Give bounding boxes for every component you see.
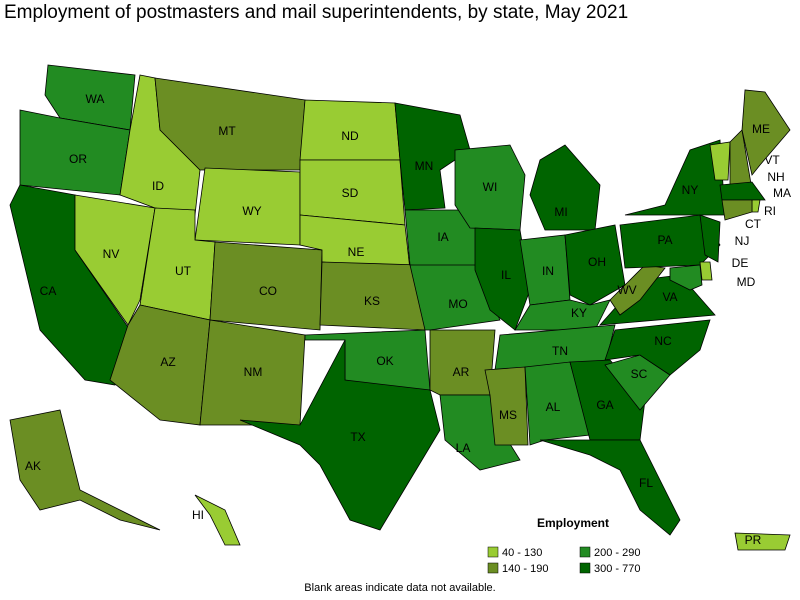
state-label: WV [617, 283, 636, 297]
legend-swatch [579, 546, 591, 558]
state [734, 532, 791, 551]
state-label: NE [348, 245, 365, 259]
legend-title: Employment [537, 516, 609, 530]
state [604, 319, 711, 376]
state-label: NY [682, 183, 699, 197]
legend-label: 140 - 190 [502, 563, 548, 575]
state-label: SC [631, 367, 648, 381]
state [699, 214, 721, 263]
state-label: FL [639, 476, 653, 490]
state [624, 139, 726, 216]
state-label: ND [341, 129, 359, 143]
state-label: VA [662, 290, 677, 304]
state [239, 339, 441, 531]
state-label: SD [342, 186, 359, 200]
state-label: AL [546, 400, 561, 414]
state-label: MA [773, 186, 791, 200]
legend-label: 40 - 130 [502, 547, 542, 559]
state-label: WA [86, 92, 105, 106]
state-label: GA [596, 398, 613, 412]
legend-swatch [579, 562, 591, 574]
state [194, 494, 241, 546]
state-label: MN [415, 159, 434, 173]
state [74, 194, 156, 326]
state [409, 264, 501, 331]
state-label: OH [588, 255, 606, 269]
state-label: WI [483, 180, 498, 194]
legend-label: 300 - 770 [594, 563, 640, 575]
state [609, 264, 666, 316]
state-label: ME [752, 122, 770, 136]
state-label: NV [103, 247, 120, 261]
legend-swatch [487, 562, 499, 574]
state-label: DE [732, 256, 749, 270]
state-label: HI [192, 508, 204, 522]
state-label: NC [654, 334, 672, 348]
state-label: MT [218, 124, 236, 138]
state-label: OK [376, 354, 393, 368]
state-label: AR [453, 365, 470, 379]
state-label: AK [25, 459, 41, 473]
state-label: CA [40, 284, 57, 298]
state-label: VT [764, 153, 780, 167]
state [524, 361, 591, 446]
state-label: MD [737, 275, 756, 289]
state-label: PA [657, 233, 672, 247]
state-label: IL [501, 268, 511, 282]
state-label: NJ [735, 234, 750, 248]
state-label: IN [542, 264, 554, 278]
state-label: KY [571, 306, 587, 320]
state-label: CO [259, 284, 277, 298]
state-label: TN [552, 344, 568, 358]
state-label: AZ [160, 355, 175, 369]
state [484, 366, 529, 446]
state [429, 329, 496, 396]
state-label: IA [437, 230, 448, 244]
note: Blank areas indicate data not available. [304, 582, 495, 594]
state [751, 199, 761, 213]
legend-label: 200 - 290 [594, 547, 640, 559]
state-label: NH [767, 170, 784, 184]
state [699, 261, 713, 281]
state [741, 89, 791, 176]
state-label: ID [152, 179, 164, 193]
state-label: MS [499, 408, 517, 422]
state [209, 241, 323, 331]
state-label: MO [448, 297, 467, 311]
map-title: Employment of postmasters and mail super… [4, 2, 628, 23]
state-label: CT [745, 217, 762, 231]
state [719, 181, 766, 201]
state-label: OR [69, 152, 87, 166]
state [9, 409, 161, 531]
state [721, 199, 753, 221]
state-label: PR [745, 533, 762, 547]
state-label: UT [175, 264, 192, 278]
state-label: LA [456, 441, 471, 455]
state [669, 264, 703, 291]
state [564, 224, 626, 306]
state-label: NM [244, 365, 263, 379]
state [514, 299, 611, 331]
state-label: KS [364, 294, 380, 308]
state-label: WY [242, 204, 261, 218]
state [539, 439, 681, 536]
state-label: MI [554, 205, 567, 219]
legend-swatch [487, 546, 499, 558]
state [394, 102, 471, 211]
state-label: RI [764, 204, 776, 218]
state-label: TX [350, 430, 365, 444]
state [709, 141, 731, 181]
